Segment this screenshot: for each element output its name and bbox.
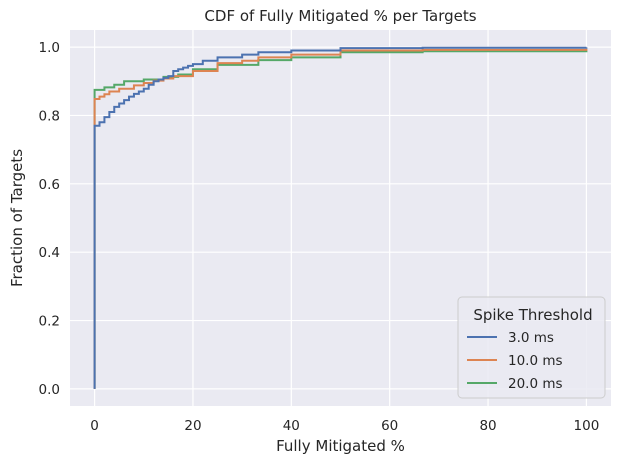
legend: Spike Threshold 3.0 ms 10.0 ms 20.0 ms: [457, 296, 606, 399]
y-tick-label: 0.8: [39, 108, 60, 124]
x-tick-label: 60: [381, 418, 398, 434]
legend-label-10ms: 10.0 ms: [508, 353, 563, 369]
y-tick-labels: 0.0 0.2 0.4 0.6 0.8 1.0: [39, 40, 60, 398]
y-tick-label: 1.0: [39, 40, 60, 56]
x-tick-label: 20: [184, 418, 201, 434]
legend-label-20ms: 20.0 ms: [508, 376, 563, 392]
grid: [70, 30, 611, 406]
x-tick-labels: 0 20 40 60 80 100: [90, 418, 599, 434]
series-lines: [93, 46, 588, 389]
x-tick-label: 80: [479, 418, 496, 434]
x-tick-label: 0: [90, 418, 99, 434]
legend-label-3ms: 3.0 ms: [508, 330, 554, 346]
chart-title: CDF of Fully Mitigated % per Targets: [204, 7, 476, 25]
x-axis-label: Fully Mitigated %: [276, 437, 405, 455]
y-tick-label: 0.6: [39, 177, 60, 193]
y-tick-label: 0.0: [39, 382, 60, 398]
y-tick-label: 0.2: [39, 314, 60, 330]
x-tick-label: 40: [283, 418, 300, 434]
x-tick-label: 100: [574, 418, 600, 434]
y-axis-label: Fraction of Targets: [8, 149, 26, 287]
series-line-3-0-ms: [93, 46, 588, 389]
legend-title: Spike Threshold: [473, 306, 592, 324]
legend-box: [457, 296, 606, 399]
y-tick-label: 0.4: [39, 245, 60, 261]
